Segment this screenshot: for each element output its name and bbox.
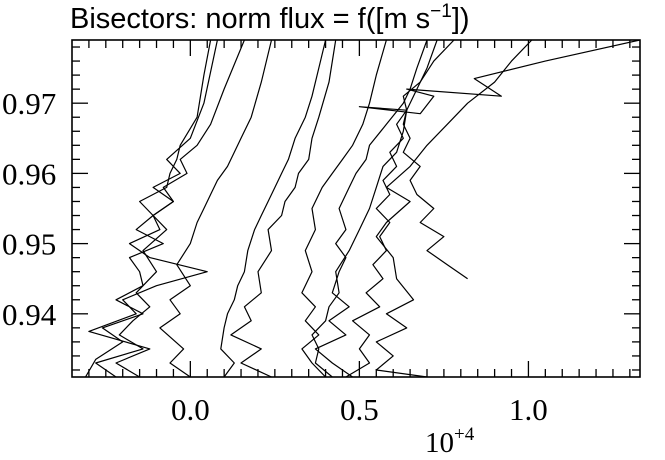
- y-tick-label: 0.97: [2, 86, 56, 121]
- bisector-series-6: [230, 40, 337, 377]
- x-tick-label: 1.0: [509, 392, 548, 427]
- x-tick-label: 0.5: [340, 392, 379, 427]
- chart-title-end: ]): [452, 3, 470, 35]
- plot-frame: [71, 39, 641, 378]
- bisector-series-5: [220, 40, 327, 377]
- bisector-series-8: [314, 40, 428, 377]
- series-layer: [84, 40, 640, 377]
- bisector-series-3: [95, 40, 245, 377]
- y-tick-label: 0.94: [2, 297, 57, 332]
- bisector-series-4: [159, 40, 273, 377]
- tick-labels-layer: 0.0 0.5 1.0 0.94 0.95 0.96 0.97: [2, 86, 548, 427]
- bisector-series-7: [301, 40, 387, 377]
- chart-title-superscript: −1: [430, 1, 452, 22]
- y-tick-label: 0.96: [2, 156, 56, 191]
- bisector-series-10: [345, 40, 455, 377]
- chart-title-main: Bisectors: norm flux = f([m s: [70, 3, 430, 35]
- x-multiplier-base: 10: [425, 427, 454, 459]
- ticks-layer: [72, 40, 640, 377]
- bisector-series-2: [88, 40, 218, 377]
- bisector-series-12: [358, 40, 640, 280]
- x-multiplier-exponent: +4: [454, 424, 475, 445]
- y-tick-label: 0.95: [2, 227, 56, 262]
- x-tick-label: 0.0: [171, 392, 210, 427]
- bisector-series-1: [84, 40, 212, 377]
- chart-title: Bisectors: norm flux = f([m s−1]): [70, 1, 470, 35]
- bisector-series-11: [375, 40, 533, 377]
- x-multiplier: 10+4: [425, 424, 475, 459]
